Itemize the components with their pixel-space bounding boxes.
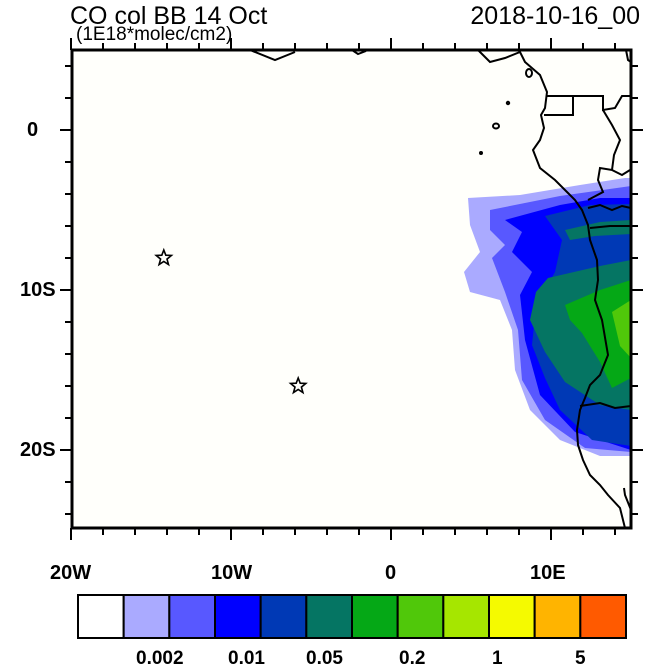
colorbar-box [579, 594, 627, 639]
border-angola-north [587, 203, 632, 229]
lon-label-20w: 20W [50, 562, 92, 584]
lon-label-0: 0 [385, 562, 397, 584]
colorbar-label: 0.002 [136, 648, 184, 669]
island-sao-tome [492, 122, 500, 130]
colorbar-box [488, 594, 536, 639]
lon-label-10w: 10W [211, 562, 253, 584]
island-annobon [479, 151, 483, 155]
colorbar-box [168, 594, 216, 639]
map-frame [70, 48, 633, 530]
colorbar-label: 0.05 [306, 648, 343, 669]
colorbar-box [259, 594, 308, 639]
co-plume [464, 178, 631, 456]
valid-time: 2018-10-16_00 [470, 2, 640, 30]
lat-label-20s: 20S [20, 439, 56, 461]
colorbar-box [77, 594, 125, 639]
colorbar-box [442, 594, 491, 639]
island-bioko [525, 68, 533, 78]
colorbar-box [533, 594, 582, 639]
colorbar-box [122, 594, 171, 639]
border-namibia [579, 401, 632, 410]
colorbar-label: 0.2 [399, 648, 426, 669]
colorbar [77, 594, 627, 639]
island-principe [505, 100, 511, 106]
lon-label-10e: 10E [530, 562, 566, 584]
colorbar-box [396, 594, 445, 639]
border-gabon [573, 95, 631, 201]
star-marker [288, 375, 308, 395]
plot-title: CO col BB 14 Oct [70, 2, 268, 30]
border-eq-guinea [544, 95, 574, 116]
star-marker [154, 247, 174, 267]
colorbar-label: 0.01 [228, 648, 265, 669]
colorbar-label: 5 [575, 648, 586, 669]
colorbar-box [351, 594, 399, 639]
colorbar-box [214, 594, 262, 639]
markers [154, 247, 308, 395]
colorbar-box [305, 594, 354, 639]
units-label: (1E18*molec/cm2) [76, 24, 233, 45]
lat-label-0: 0 [27, 119, 39, 141]
plume-level-6 [565, 280, 631, 388]
lat-label-10s: 10S [20, 279, 56, 301]
colorbar-label: 1 [492, 648, 503, 669]
coastline-africa [477, 49, 626, 529]
plume-level-7 [612, 300, 631, 358]
